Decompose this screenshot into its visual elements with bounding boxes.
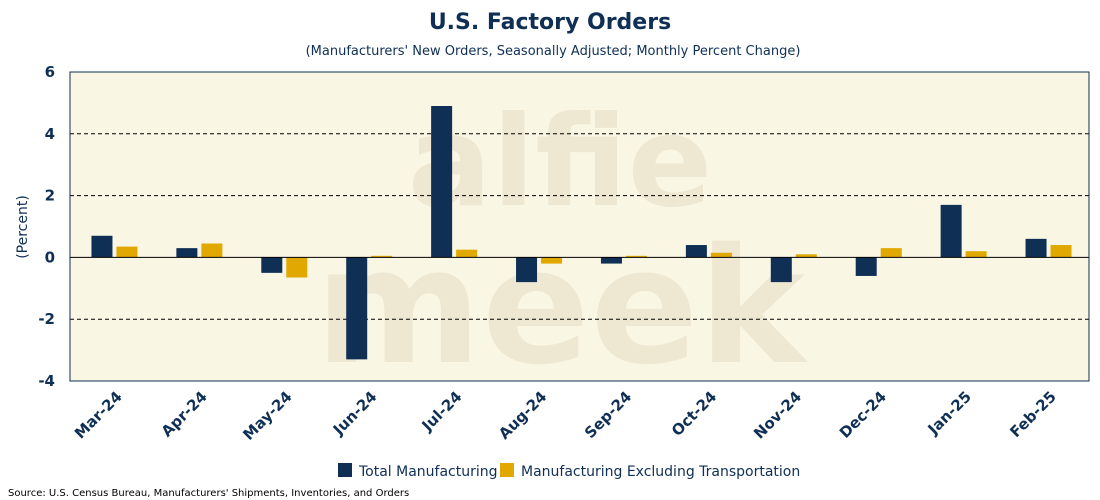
x-tick-label: May-24 xyxy=(239,388,295,444)
bar-total-feb-25 xyxy=(1025,238,1047,258)
bar-ex-transport-mar-24 xyxy=(116,246,138,258)
bar-total-may-24 xyxy=(261,257,283,273)
y-axis-ticks: -4 -2 0 2 4 6 xyxy=(38,63,55,390)
source-note: Source: U.S. Census Bureau, Manufacturer… xyxy=(8,488,409,499)
bar-ex-transport-apr-24 xyxy=(201,243,223,258)
y-tick-label: -2 xyxy=(38,310,55,328)
chart-subtitle: (Manufacturers' New Orders, Seasonally A… xyxy=(306,44,801,59)
chart-title: U.S. Factory Orders xyxy=(429,10,671,35)
watermark-line-1: alfie xyxy=(408,90,713,235)
x-tick-label: Jan-25 xyxy=(924,388,975,439)
x-tick-label: Dec-24 xyxy=(836,388,890,442)
bar-ex-transport-may-24 xyxy=(286,257,308,278)
bar-ex-transport-jul-24 xyxy=(456,249,478,258)
plot-border xyxy=(69,71,1090,382)
y-tick-label: 6 xyxy=(45,63,55,81)
y-tick-label: 2 xyxy=(45,187,55,205)
bar-ex-transport-dec-24 xyxy=(880,248,902,258)
x-tick-label: Apr-24 xyxy=(158,388,211,441)
bars xyxy=(91,105,1072,360)
legend: Total Manufacturing Manufacturing Exclud… xyxy=(338,463,800,480)
legend-swatch-ex-transportation xyxy=(500,463,514,477)
bar-total-dec-24 xyxy=(855,257,877,276)
bar-total-sep-24 xyxy=(600,257,622,264)
bar-total-jan-25 xyxy=(940,204,962,258)
bar-ex-transport-feb-25 xyxy=(1050,245,1072,258)
bar-total-apr-24 xyxy=(176,248,198,258)
watermark-line-2: meek xyxy=(315,213,809,400)
legend-label-total-manufacturing: Total Manufacturing xyxy=(358,464,498,480)
bar-total-aug-24 xyxy=(516,257,538,283)
y-axis-label: (Percent) xyxy=(15,195,31,259)
y-tick-label: 0 xyxy=(45,248,55,266)
bar-ex-transport-jun-24 xyxy=(371,255,393,258)
x-tick-label: Mar-24 xyxy=(71,388,126,443)
x-tick-label: Feb-25 xyxy=(1006,388,1059,441)
bar-ex-transport-oct-24 xyxy=(710,252,732,258)
legend-label-ex-transportation: Manufacturing Excluding Transportation xyxy=(521,464,800,480)
bar-total-oct-24 xyxy=(685,245,707,258)
legend-swatch-total-manufacturing xyxy=(338,463,352,477)
bar-ex-transport-jan-25 xyxy=(965,251,987,258)
bar-ex-transport-aug-24 xyxy=(541,257,563,264)
bar-total-jul-24 xyxy=(431,105,453,258)
watermark: alfie meek xyxy=(315,90,809,400)
bar-total-nov-24 xyxy=(770,257,792,283)
bar-total-mar-24 xyxy=(91,235,113,258)
y-tick-label: 4 xyxy=(45,125,55,143)
bar-ex-transport-sep-24 xyxy=(625,255,647,258)
bar-total-jun-24 xyxy=(346,257,368,360)
plot-area xyxy=(70,72,1089,381)
grid-lines xyxy=(70,133,1089,320)
y-tick-label: -4 xyxy=(38,372,55,390)
bar-ex-transport-nov-24 xyxy=(795,254,817,258)
